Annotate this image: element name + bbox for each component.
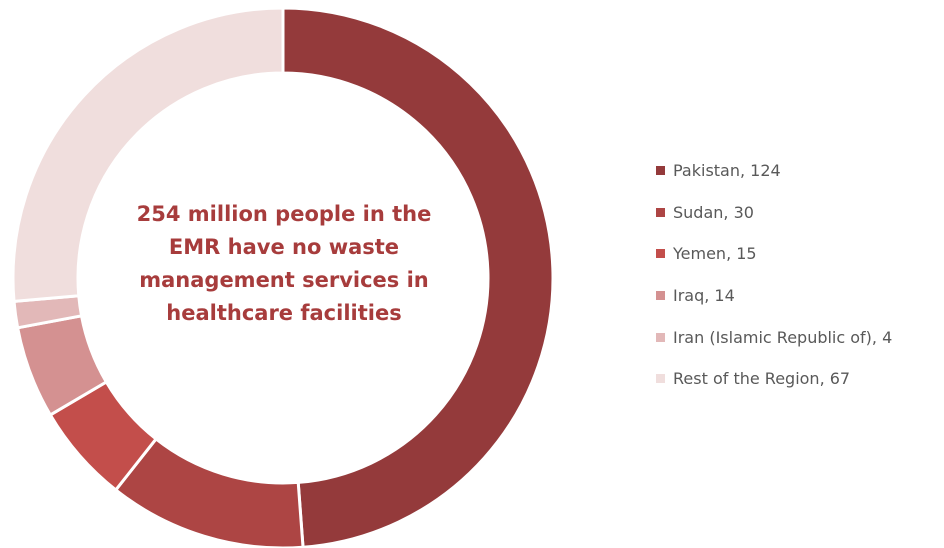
legend-label: Yemen, 15 [673,244,757,264]
legend-item: Iraq, 14 [656,275,944,317]
legend-label: Iran (Islamic Republic of), 4 [673,327,893,347]
slice-pakistan [281,6,555,548]
donut-center-text: 254 million people in the EMR have no wa… [136,202,432,325]
legend: Pakistan, 124 Sudan, 30 Yemen, 15 Iraq, 14 I… [656,150,944,400]
legend-swatch [656,374,665,384]
legend-item: Iran (Islamic Republic of), 4 [656,316,944,358]
legend-swatch [656,291,665,301]
legend-label: Iraq, 14 [673,286,735,306]
legend-swatch [656,207,665,217]
legend-label: Pakistan, 124 [673,161,781,181]
legend-item: Sudan, 30 [656,192,944,234]
legend-swatch [656,332,665,342]
legend-item: Rest of the Region, 67 [656,358,944,400]
legend-swatch [656,249,665,259]
donut-slices [11,6,555,548]
legend-swatch [656,166,665,176]
legend-label: Sudan, 30 [673,202,754,222]
slice-rest-of-the-region [11,6,285,303]
legend-item: Yemen, 15 [656,233,944,275]
legend-item: Pakistan, 124 [656,150,944,192]
legend-label: Rest of the Region, 67 [673,369,851,389]
